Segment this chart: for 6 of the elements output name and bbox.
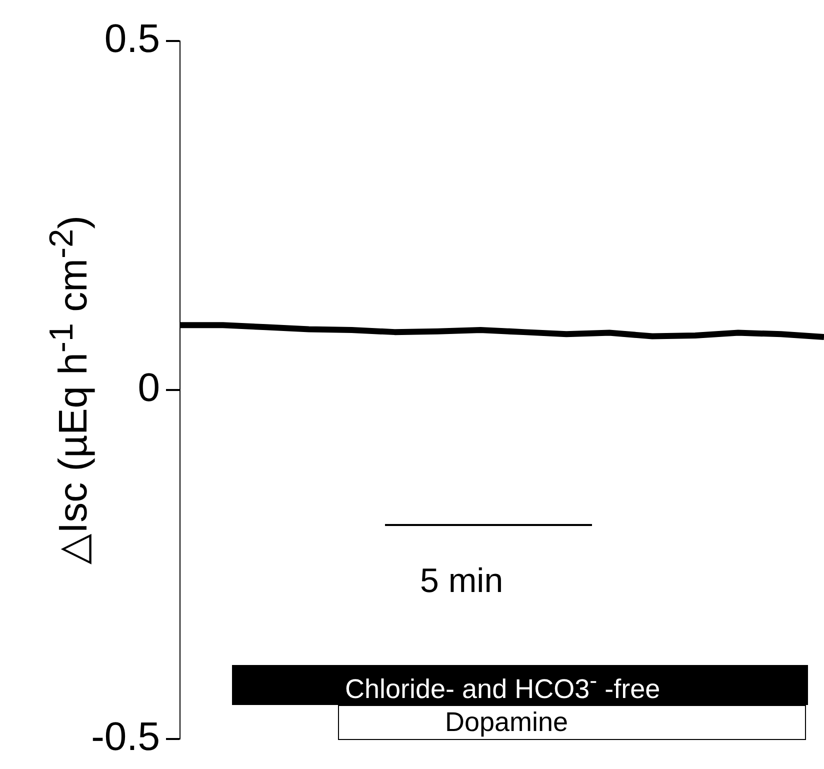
y-tick-label: 0.5 bbox=[104, 17, 160, 62]
annotation: Chloride- and HCO3$^{-}$ -free bbox=[345, 668, 660, 705]
y-tick-label: 0 bbox=[138, 366, 160, 410]
annotation: 5 min bbox=[420, 562, 504, 601]
annotation: Dopamine bbox=[445, 707, 568, 738]
y-tick-label: -0.5 bbox=[91, 715, 160, 760]
